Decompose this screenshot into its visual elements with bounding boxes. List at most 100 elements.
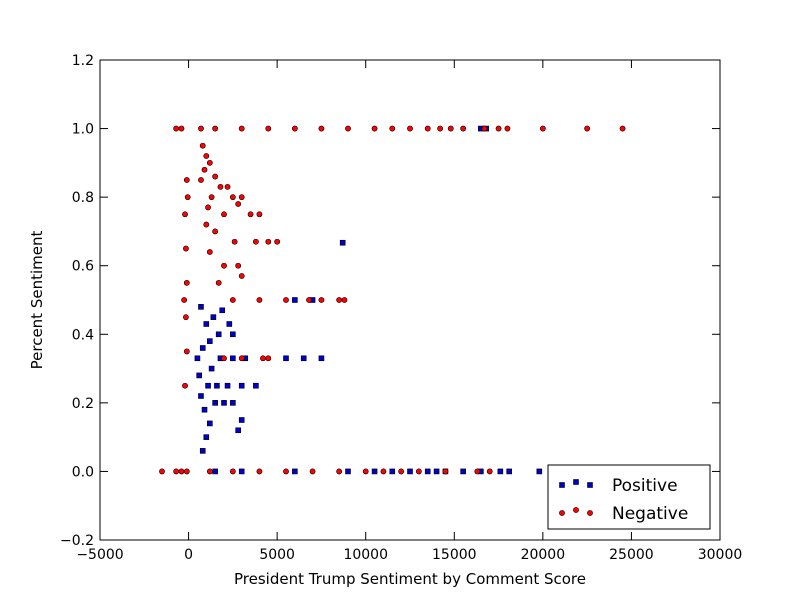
- x-axis-ticks: −5000 0 5000 10000 15000 20000 25000 30000: [76, 60, 742, 563]
- point-positive: [536, 468, 543, 475]
- point-positive: [283, 355, 289, 362]
- x-tick-label: 25000: [609, 547, 654, 563]
- point-positive: [345, 468, 351, 475]
- point-negative: [619, 125, 626, 132]
- point-negative: [256, 468, 263, 475]
- legend-box: [547, 464, 711, 530]
- point-positive: [221, 400, 227, 406]
- point-negative: [229, 297, 236, 303]
- legend: Positive Negative: [547, 464, 711, 530]
- point-negative: [224, 183, 231, 190]
- point-negative: [178, 468, 185, 475]
- point-negative: [389, 125, 396, 132]
- point-negative: [205, 204, 211, 211]
- point-negative: [504, 125, 511, 132]
- x-tick-label: 10000: [343, 547, 388, 563]
- point-negative: [398, 468, 405, 475]
- legend-marker-positive: [573, 479, 579, 485]
- point-negative: [178, 125, 185, 132]
- point-negative: [265, 125, 272, 132]
- point-negative: [221, 355, 227, 362]
- y-axis-label: Percent Sentiment: [28, 231, 46, 370]
- point-positive: [207, 420, 213, 427]
- point-negative: [260, 355, 266, 362]
- point-positive: [506, 468, 513, 475]
- point-negative: [212, 173, 219, 180]
- point-positive: [199, 345, 206, 351]
- y-tick-label: 0.6: [72, 259, 94, 275]
- point-positive: [292, 297, 298, 303]
- point-positive: [201, 406, 208, 413]
- point-negative: [173, 125, 180, 132]
- point-negative: [256, 297, 263, 303]
- point-positive: [208, 365, 215, 372]
- point-negative: [212, 125, 219, 132]
- point-positive: [433, 468, 440, 475]
- point-positive: [389, 468, 396, 475]
- point-negative: [198, 125, 204, 132]
- x-tick-label: 20000: [521, 547, 566, 563]
- point-negative: [221, 211, 227, 218]
- series-positive: [194, 125, 594, 475]
- point-positive: [238, 468, 245, 475]
- point-positive: [226, 321, 233, 327]
- point-negative: [380, 468, 387, 475]
- point-negative: [283, 468, 289, 475]
- point-positive: [198, 304, 204, 310]
- point-negative: [318, 125, 325, 132]
- point-negative: [238, 355, 245, 362]
- x-tick-label: 15000: [432, 547, 477, 563]
- legend-marker-negative: [587, 510, 593, 516]
- point-negative: [306, 297, 312, 303]
- point-negative: [252, 238, 259, 245]
- plot-frame: [99, 59, 721, 541]
- point-negative: [309, 468, 316, 475]
- point-negative: [181, 297, 188, 303]
- point-negative: [265, 355, 272, 362]
- point-positive: [238, 417, 245, 423]
- point-positive: [371, 468, 378, 475]
- point-positive: [196, 372, 202, 379]
- y-tick-label: 0.8: [72, 190, 94, 206]
- point-negative: [362, 468, 369, 475]
- point-negative: [442, 468, 449, 475]
- point-negative: [291, 125, 298, 132]
- point-negative: [206, 249, 213, 255]
- point-negative: [182, 382, 188, 389]
- point-negative: [183, 245, 189, 252]
- point-negative: [231, 238, 238, 245]
- legend-label-negative: Negative: [612, 504, 688, 524]
- y-tick-label: −0.2: [60, 533, 94, 549]
- point-negative: [183, 468, 190, 475]
- point-positive: [215, 331, 222, 338]
- point-negative: [221, 262, 227, 269]
- series-negative: [159, 125, 626, 475]
- point-positive: [214, 382, 220, 389]
- point-negative: [159, 468, 165, 475]
- point-negative: [238, 125, 245, 132]
- point-negative: [238, 273, 245, 279]
- x-axis-label: President Trump Sentiment by Comment Sco…: [234, 570, 586, 588]
- point-negative: [495, 125, 502, 132]
- point-negative: [460, 125, 467, 132]
- point-negative: [198, 177, 204, 183]
- x-tick-label: −5000: [76, 547, 123, 563]
- point-negative: [212, 228, 219, 235]
- point-negative: [318, 297, 325, 303]
- y-tick-label: 1.0: [72, 122, 94, 138]
- legend-marker-positive: [559, 482, 565, 488]
- point-negative: [283, 297, 289, 303]
- point-positive: [194, 355, 201, 362]
- point-positive: [318, 355, 325, 362]
- point-positive: [205, 382, 211, 389]
- point-positive: [230, 400, 236, 406]
- y-tick-label: 0.0: [72, 464, 94, 480]
- point-negative: [203, 153, 210, 159]
- point-negative: [183, 348, 190, 355]
- point-negative: [486, 468, 493, 475]
- point-negative: [235, 201, 242, 207]
- point-negative: [229, 194, 236, 201]
- point-negative: [247, 211, 254, 218]
- point-negative: [183, 279, 190, 286]
